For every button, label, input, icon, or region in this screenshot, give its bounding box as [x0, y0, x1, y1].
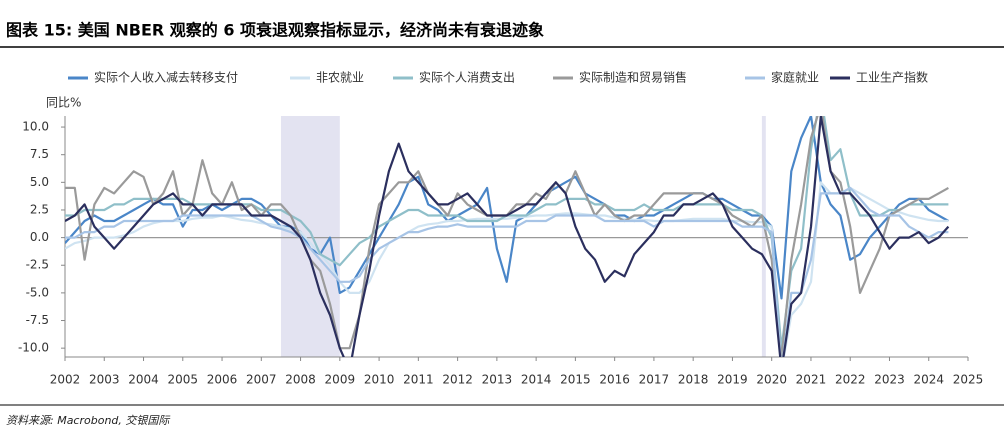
y-tick-label: 7.5 [30, 147, 49, 161]
x-tick-label: 2024 [913, 373, 944, 387]
x-tick-label: 2005 [168, 373, 199, 387]
x-tick-label: 2020 [756, 373, 787, 387]
x-tick-label: 2025 [953, 373, 984, 387]
y-tick-label: -2.5 [26, 258, 49, 272]
x-tick-label: 2016 [599, 373, 630, 387]
x-tick-label: 2009 [325, 373, 356, 387]
recession-band [761, 116, 766, 357]
x-tick-label: 2006 [207, 373, 238, 387]
y-tick-label: -7.5 [26, 313, 49, 327]
y-tick-label: 10.0 [22, 120, 49, 134]
x-tick-label: 2004 [128, 373, 159, 387]
series-line [65, 116, 950, 357]
source: 资料来源: Macrobond, 交银国际 [6, 414, 170, 427]
y-tick-label: -10.0 [18, 341, 49, 355]
x-tick-label: 2008 [285, 373, 316, 387]
series-line [65, 116, 949, 300]
x-tick-label: 2022 [835, 373, 866, 387]
legend-label: 实际个人收入减去转移支付 [94, 70, 238, 85]
legend-label: 实际制造和贸易销售 [579, 70, 687, 85]
legend-label: 非农就业 [316, 71, 364, 85]
legend-label: 实际个人消费支出 [419, 70, 515, 85]
plot-area [65, 116, 950, 357]
y-tick-label: 5.0 [30, 175, 49, 189]
legend-label: 家庭就业 [771, 70, 819, 85]
x-tick-label: 2002 [50, 373, 81, 387]
x-tick-label: 2021 [796, 373, 827, 387]
legend-label: 工业生产指数 [856, 70, 928, 85]
x-tick-label: 2015 [560, 373, 591, 387]
x-tick-label: 2013 [482, 373, 513, 387]
x-tick-label: 2019 [717, 373, 748, 387]
x-tick-label: 2023 [874, 373, 905, 387]
y-tick-label: 0.0 [30, 230, 49, 244]
series-line [65, 181, 949, 357]
x-tick-label: 2018 [678, 373, 709, 387]
x-tick-label: 2010 [364, 373, 395, 387]
x-tick-label: 2003 [89, 373, 120, 387]
x-tick-label: 2014 [521, 373, 552, 387]
x-tick-label: 2007 [246, 373, 277, 387]
y-tick-label: 2.5 [30, 202, 49, 216]
x-tick-label: 2011 [403, 373, 434, 387]
x-tick-label: 2012 [442, 373, 473, 387]
x-tick-label: 2017 [639, 373, 670, 387]
y-tick-label: -5.0 [26, 285, 49, 299]
chart-title: 图表 15: 美国 NBER 观察的 6 项衰退观察指标显示，经济尚未有衰退迹象 [6, 21, 544, 40]
y-axis-label: 同比% [46, 96, 81, 110]
